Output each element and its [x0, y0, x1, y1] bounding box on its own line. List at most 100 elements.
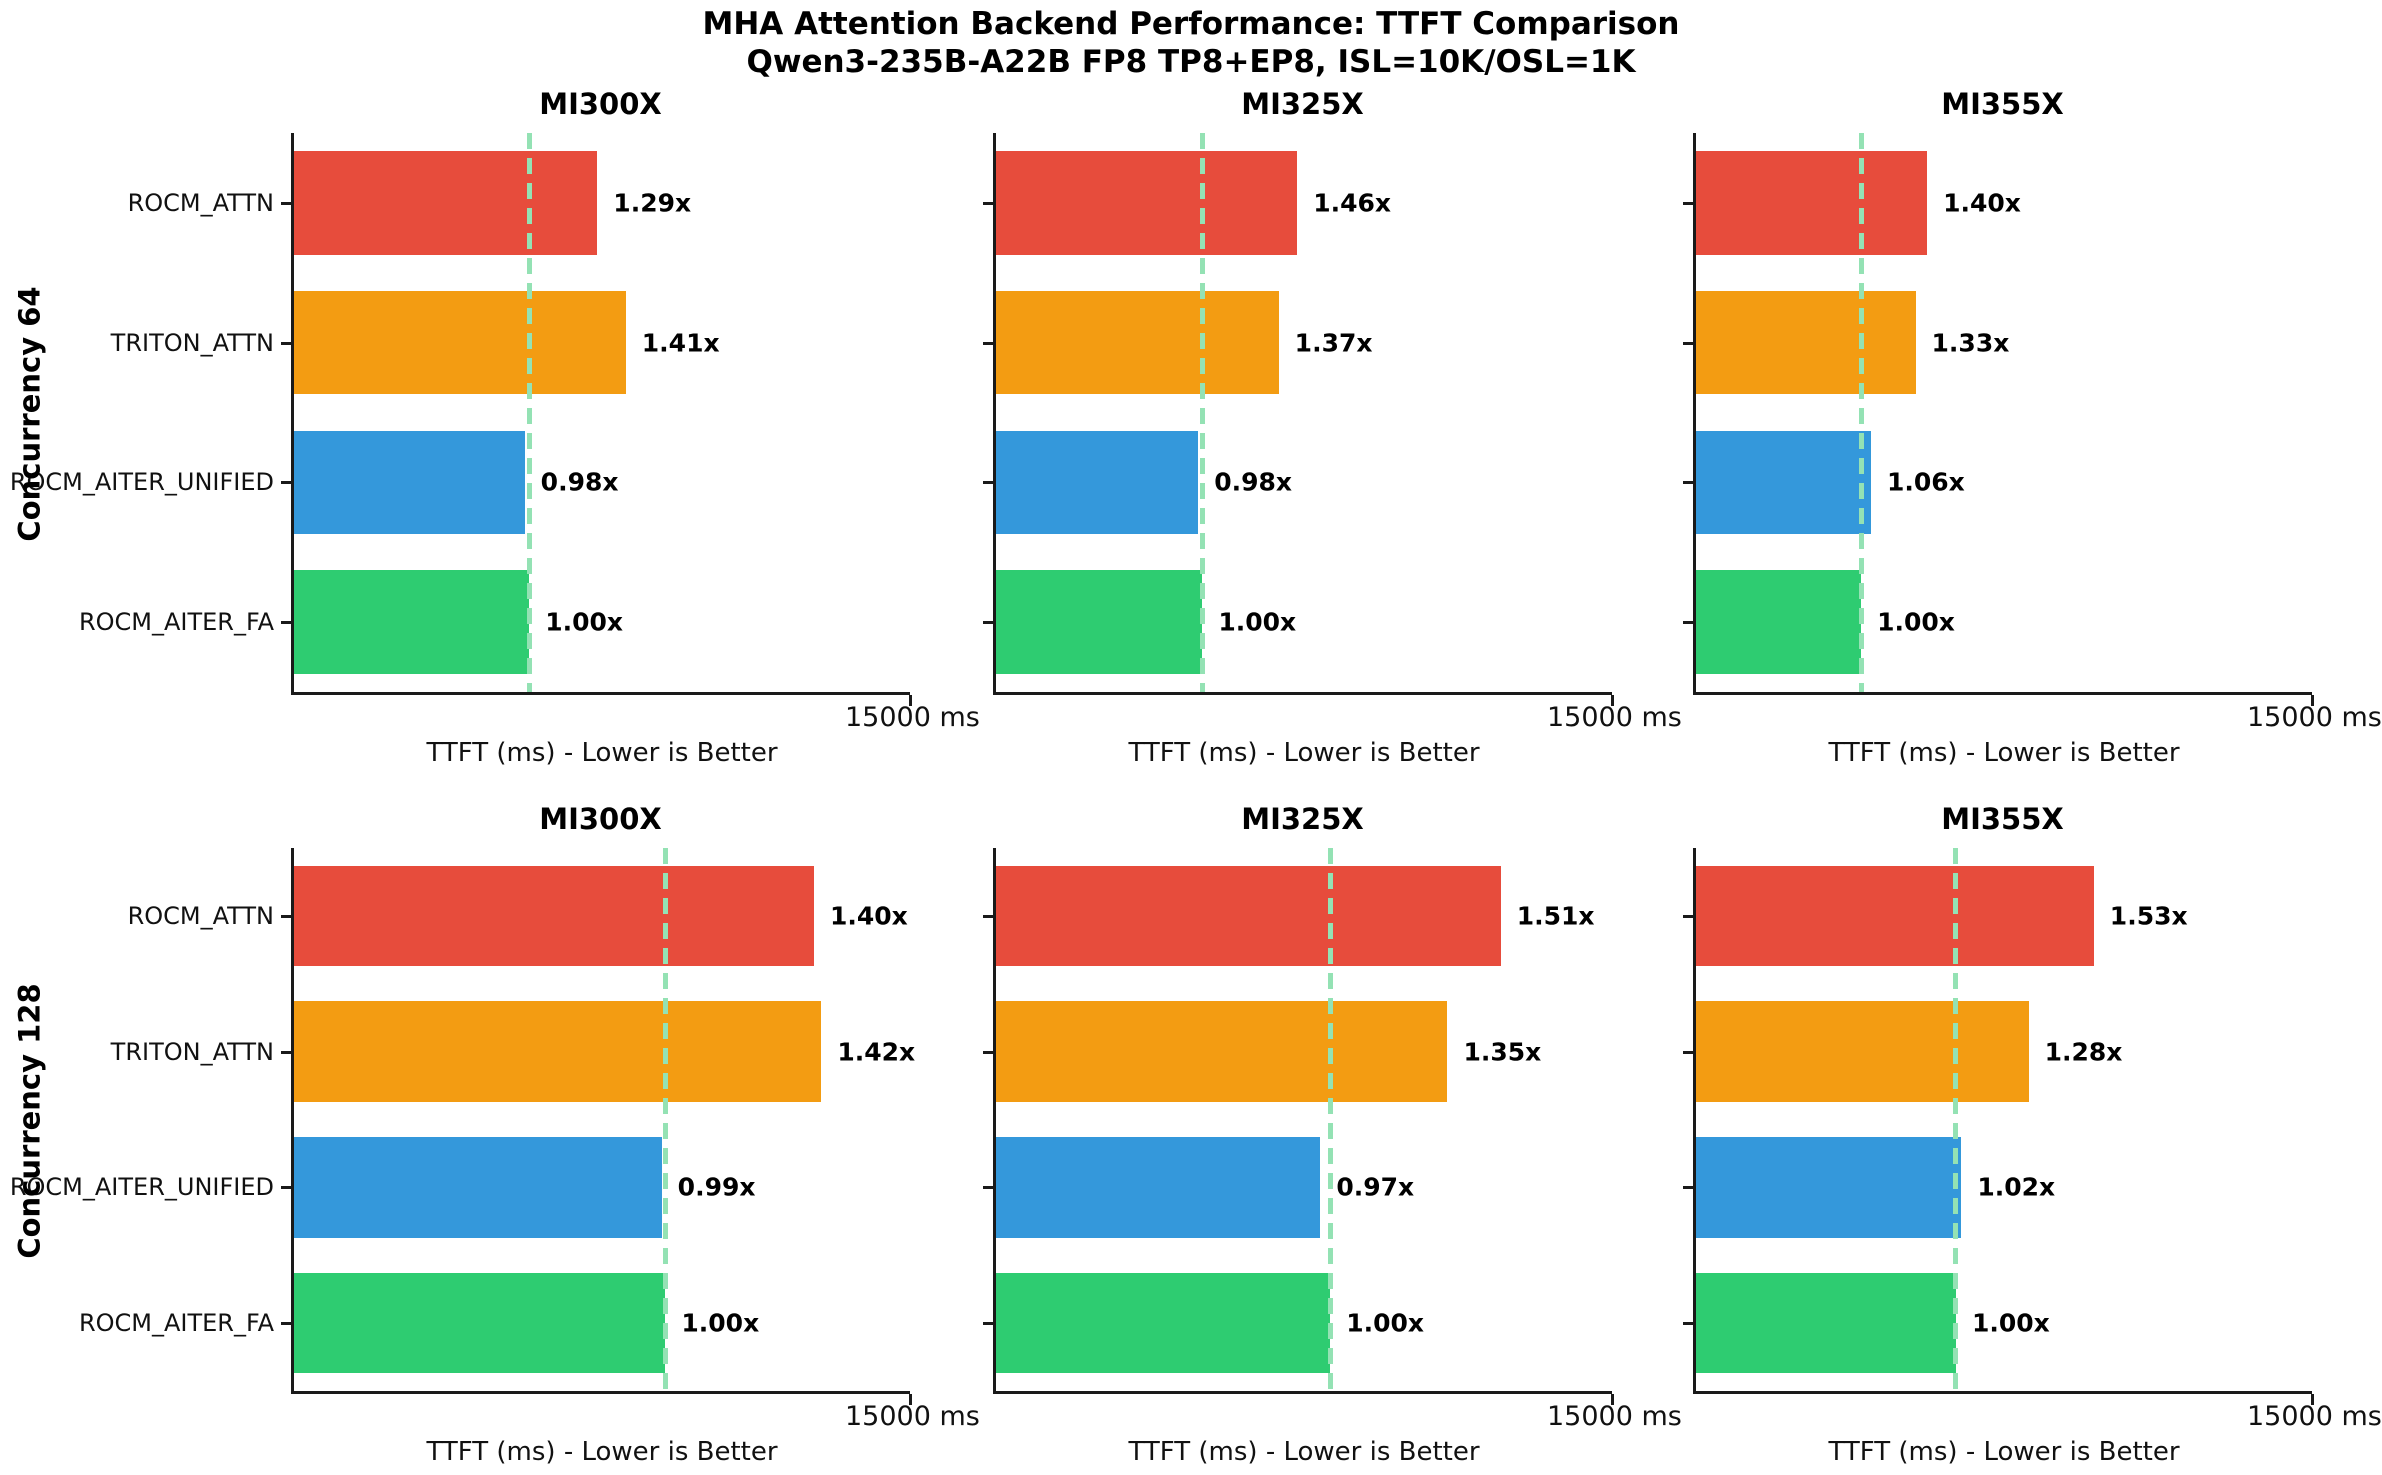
y-tick	[1683, 914, 1694, 918]
y-tick	[1683, 1050, 1694, 1054]
bar-value-label: 1.02x	[1977, 1172, 2056, 1202]
baseline-ref-line	[1953, 848, 1959, 1391]
bar-chart-panel: 1.53x 1.28x 1.02x 1.00x 15000 ms TTFT (ms) - …	[1683, 848, 2382, 1467]
bar-value-label: 1.37x	[1294, 328, 1373, 358]
bar-slot: 1.00x	[1683, 552, 2312, 692]
bar-slot: 1.00x	[1683, 1255, 2312, 1391]
y-tick	[1683, 621, 1694, 625]
y-tick	[281, 914, 292, 918]
bar-value-label: 1.42x	[837, 1037, 916, 1067]
y-tick	[983, 914, 994, 918]
bar-slot: 1.00x	[983, 552, 1612, 692]
bar-slot: 1.46x	[983, 133, 1612, 273]
y-tick	[281, 341, 292, 345]
y-tick-label: ROCM_ATTN	[127, 901, 274, 930]
bar-rocm_attn	[1696, 865, 2094, 967]
y-tick	[983, 1186, 994, 1190]
bar-value-label: 1.00x	[1218, 607, 1297, 637]
panel-title: MI355X	[1941, 802, 2064, 836]
y-tick	[983, 1322, 994, 1326]
x-axis-label: TTFT (ms) - Lower is Better	[1828, 738, 2180, 768]
x-tick-label: 15000 ms	[1547, 1401, 1682, 1432]
bar-slot: 1.29x ROCM_ATTN	[128, 133, 910, 273]
bar-slot: 1.28x	[1683, 984, 2312, 1120]
bar-chart-panel: 1.40x 1.33x 1.06x 1.00x 15000 ms TTFT (ms) - …	[1683, 133, 2382, 768]
bar-rocm_aiter_unified	[996, 430, 1199, 535]
bar-value-label: 1.35x	[1463, 1037, 1542, 1067]
bar-slot: 1.51x	[983, 848, 1612, 984]
x-tick	[909, 695, 912, 706]
bar-rocm_aiter_unified	[1696, 1137, 1962, 1238]
chart-title: MHA Attention Backend Performance: TTFT …	[702, 6, 1680, 42]
x-tick-label: 15000 ms	[845, 702, 980, 733]
y-tick	[983, 201, 994, 205]
y-tick	[983, 481, 994, 485]
y-tick-label: ROCM_AITER_FA	[78, 1309, 274, 1338]
bar-slot: 1.53x	[1683, 848, 2312, 984]
bar-slot: 1.40x ROCM_ATTN	[128, 848, 910, 984]
panel-title: MI300X	[539, 802, 662, 836]
panel-title: MI325X	[1241, 87, 1364, 121]
bar-slot: 1.00x ROCM_AITER_FA	[79, 552, 910, 692]
bar-slot: 0.97x	[983, 1120, 1612, 1256]
x-tick	[1611, 1394, 1614, 1405]
x-axis-label: TTFT (ms) - Lower is Better	[426, 738, 778, 768]
y-tick	[281, 621, 292, 625]
y-tick	[281, 1186, 292, 1190]
panel-title: MI325X	[1241, 802, 1364, 836]
bar-value-label: 1.29x	[613, 188, 692, 218]
y-tick-label: ROCM_AITER_UNIFIED	[9, 468, 274, 497]
row-label-concurrency: Concurrency 64	[6, 133, 54, 695]
x-axis-label: TTFT (ms) - Lower is Better	[1128, 1437, 1480, 1467]
y-tick	[983, 1050, 994, 1054]
baseline-ref-line	[1199, 133, 1205, 692]
bar-slot: 1.06x	[1683, 413, 2312, 553]
row-label-text: Concurrency 128	[13, 983, 47, 1259]
y-tick-label: ROCM_AITER_FA	[78, 608, 274, 637]
bar-value-label: 1.33x	[1931, 328, 2010, 358]
bar-value-label: 1.00x	[545, 607, 624, 637]
x-axis-label: TTFT (ms) - Lower is Better	[426, 1437, 778, 1467]
bar-value-label: 1.00x	[681, 1308, 760, 1338]
bar-slot: 1.00x ROCM_AITER_FA	[79, 1255, 910, 1391]
bar-rocm_aiter_fa	[1696, 1272, 1956, 1374]
bar-slot: 1.41x TRITON_ATTN	[111, 273, 910, 413]
bar-value-label: 1.00x	[1971, 1308, 2050, 1338]
y-tick	[281, 1322, 292, 1326]
bar-triton_attn	[1696, 1001, 2029, 1102]
y-tick	[1683, 1186, 1694, 1190]
baseline-ref-line	[662, 848, 668, 1391]
bar-rocm_aiter_unified	[294, 1137, 662, 1238]
bar-rocm_attn	[996, 865, 1501, 967]
bar-value-label: 1.51x	[1516, 901, 1595, 931]
baseline-ref-line	[1327, 848, 1333, 1391]
y-tick	[281, 201, 292, 205]
bar-triton_attn	[996, 290, 1279, 395]
baseline-ref-line	[526, 133, 532, 692]
x-tick	[2311, 695, 2314, 706]
bar-rocm_attn	[294, 151, 598, 255]
bar-rocm_aiter_fa	[294, 1272, 666, 1374]
y-tick	[1683, 201, 1694, 205]
bar-value-label: 1.00x	[1346, 1308, 1425, 1338]
baseline-ref-line	[1858, 133, 1864, 692]
bar-chart-panel: 1.29x ROCM_ATTN 1.41x TRITON_ATTN 0.98x ROCM_…	[10, 133, 980, 768]
bar-slot: 0.99x ROCM_AITER_UNIFIED	[10, 1120, 910, 1256]
bar-slot: 1.37x	[983, 273, 1612, 413]
bar-rocm_aiter_unified	[294, 430, 525, 535]
y-tick-label: ROCM_ATTN	[127, 188, 274, 217]
x-tick-label: 15000 ms	[1547, 702, 1682, 733]
bar-rocm_attn	[996, 151, 1298, 255]
bar-rocm_attn	[1696, 151, 1928, 255]
x-tick-label: 15000 ms	[2247, 1401, 2382, 1432]
panel-title: MI355X	[1941, 87, 2064, 121]
bar-value-label: 1.28x	[2044, 1037, 2123, 1067]
y-tick-label: TRITON_ATTN	[110, 1037, 274, 1066]
bar-value-label: 0.98x	[1214, 467, 1293, 497]
bar-triton_attn	[294, 1001, 822, 1102]
bar-chart-panel: 1.46x 1.37x 0.98x 1.00x 15000 ms TTFT (ms) - …	[983, 133, 1682, 768]
bar-chart-panel: 1.40x ROCM_ATTN 1.42x TRITON_ATTN 0.99x ROCM_…	[10, 848, 980, 1467]
y-tick-label: ROCM_AITER_UNIFIED	[9, 1173, 274, 1202]
row-label-text: Concurrency 64	[13, 286, 47, 542]
